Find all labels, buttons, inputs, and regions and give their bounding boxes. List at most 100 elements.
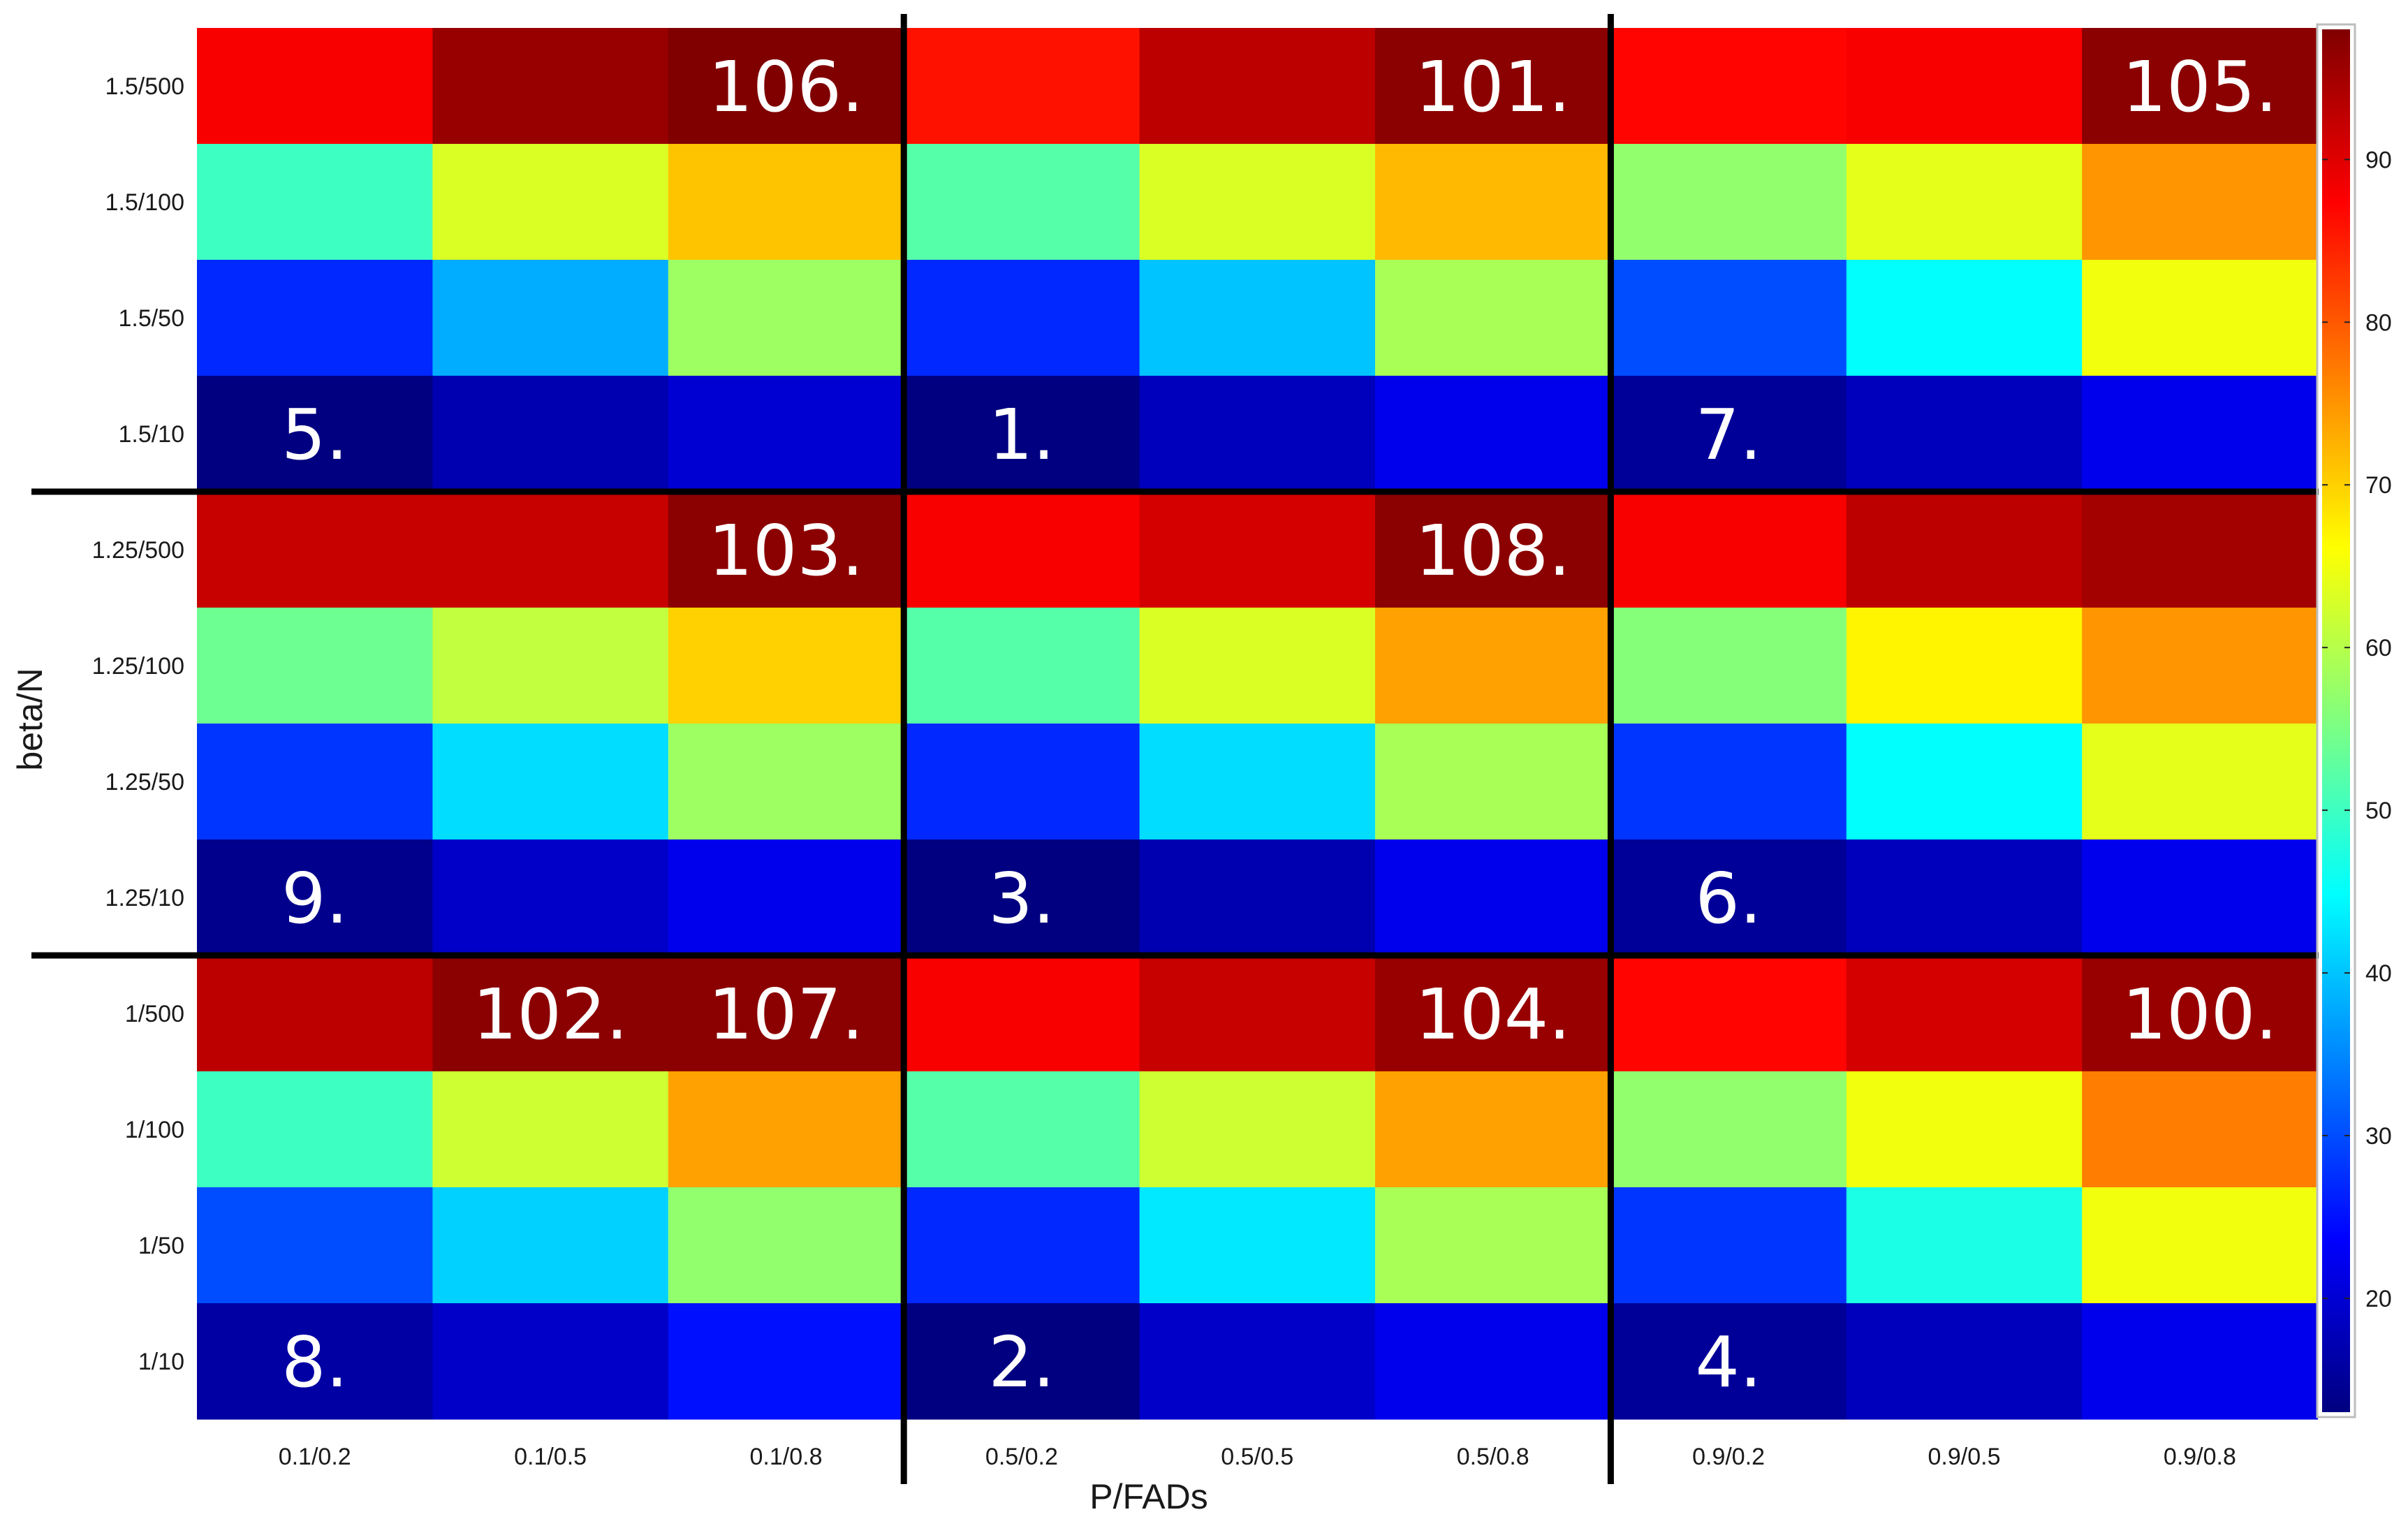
heatmap-cell <box>2082 724 2319 840</box>
heatmap-cell <box>432 608 669 724</box>
heatmap-cell <box>668 955 904 1072</box>
heatmap-cell <box>2082 1303 2319 1420</box>
rank-annotation: 102. <box>473 974 629 1055</box>
heatmap-cell <box>1139 1187 1376 1304</box>
heatmap-cell <box>1610 492 1847 608</box>
x-tick-label: 0.9/0.5 <box>1928 1444 2001 1470</box>
heatmap-cell <box>432 839 669 956</box>
heatmap-cell <box>668 1071 904 1188</box>
heatmap-cell <box>1375 724 1611 840</box>
heatmap-cell <box>432 724 669 840</box>
heatmap-cell <box>1846 376 2083 492</box>
heatmap-cell <box>1610 144 1847 261</box>
heatmap-cell <box>432 1187 669 1304</box>
y-tick-label: 1.25/50 <box>105 769 184 795</box>
x-axis-label: P/FADs <box>1089 1477 1207 1516</box>
heatmap-cell <box>668 28 904 145</box>
heatmap-cell <box>1139 724 1376 840</box>
rank-annotation: 7. <box>1695 394 1761 476</box>
heatmap-cell <box>1375 1071 1611 1188</box>
heatmap-cell <box>1610 955 1847 1072</box>
colorbar-tick-label: 80 <box>2365 309 2392 336</box>
heatmap-cell <box>1375 839 1611 956</box>
y-tick-label: 1.5/10 <box>118 421 184 448</box>
heatmap-cell <box>2082 955 2319 1072</box>
heatmap-cell <box>1610 28 1847 145</box>
heatmap-cell <box>1846 839 2083 956</box>
heatmap-cell <box>668 608 904 724</box>
heatmap-cell <box>1610 839 1847 956</box>
heatmap-cell <box>1846 260 2083 376</box>
x-tick-label: 0.5/0.8 <box>1457 1444 1529 1470</box>
heatmap-cell <box>904 144 1140 261</box>
heatmap-cell <box>1139 492 1376 608</box>
rank-annotation: 100. <box>2122 974 2278 1055</box>
heatmap-cell <box>668 376 904 492</box>
rank-annotation: 2. <box>988 1321 1055 1403</box>
y-tick-label: 1.5/50 <box>118 305 184 332</box>
colorbar-tick-label: 60 <box>2365 635 2392 661</box>
colorbar-frame <box>2316 23 2356 1418</box>
heatmap-cell <box>904 260 1140 376</box>
heatmap-cell <box>1846 955 2083 1072</box>
heatmap-cell <box>2082 28 2319 145</box>
heatmap-cell <box>1139 608 1376 724</box>
y-tick-label: 1.25/10 <box>105 885 184 911</box>
rank-annotation: 6. <box>1695 858 1761 939</box>
heatmap-cell <box>1610 1187 1847 1304</box>
heatmap-cell <box>2082 260 2319 376</box>
heatmap-cell <box>432 492 669 608</box>
colorbar-tick-label: 90 <box>2365 147 2392 173</box>
heatmap-cell <box>1375 144 1611 261</box>
heatmap-cell <box>197 1303 433 1420</box>
heatmap-cell <box>197 376 433 492</box>
heatmap-cell <box>432 1071 669 1188</box>
heatmap-cell <box>197 724 433 840</box>
heatmap-cell <box>904 1187 1140 1304</box>
heatmap-cell <box>904 1303 1140 1420</box>
y-tick-label: 1/10 <box>138 1349 184 1375</box>
heatmap-cell <box>432 955 669 1072</box>
heatmap-cell <box>1375 955 1611 1072</box>
heatmap-cell <box>668 260 904 376</box>
heatmap-cell <box>1139 1071 1376 1188</box>
rank-annotation: 106. <box>708 46 864 128</box>
heatmap-cell <box>668 1303 904 1420</box>
heatmap-cell <box>1139 955 1376 1072</box>
heatmap-cell <box>1610 1303 1847 1420</box>
x-tick-label: 0.9/0.2 <box>1692 1444 1765 1470</box>
heatmap-cell <box>1846 492 2083 608</box>
heatmap-cell <box>668 724 904 840</box>
heatmap-cell <box>2082 1071 2319 1188</box>
rank-annotation: 8. <box>281 1321 348 1403</box>
heatmap-cell <box>432 376 669 492</box>
colorbar-gradient <box>2322 29 2350 1412</box>
y-axis-label: beta/N <box>10 668 50 770</box>
y-tick-labels: 1.5/500 1.5/100 1.5/50 1.5/10 1.25/500 1.25/1… <box>92 73 184 1375</box>
heatmap-cell <box>668 839 904 956</box>
heatmap-cell <box>1846 1187 2083 1304</box>
rank-annotation: 9. <box>281 858 348 939</box>
heatmap-cell <box>2082 492 2319 608</box>
x-tick-label: 0.5/0.2 <box>985 1444 1058 1470</box>
colorbar: 20 30 40 50 60 70 80 90 <box>2316 23 2392 1418</box>
group-dividers <box>31 14 2319 1484</box>
y-tick-label: 1/100 <box>125 1117 184 1143</box>
x-tick-label: 0.1/0.8 <box>750 1444 823 1470</box>
heatmap-cell <box>197 144 433 261</box>
heatmap-cells <box>197 28 2319 1420</box>
heatmap-cell <box>2082 144 2319 261</box>
heatmap-cell <box>432 1303 669 1420</box>
heatmap-cell <box>904 492 1140 608</box>
heatmap-cell <box>197 608 433 724</box>
heatmap-cell <box>1139 839 1376 956</box>
y-tick-label: 1.25/500 <box>92 537 184 564</box>
colorbar-tick-label: 70 <box>2365 472 2392 499</box>
heatmap-cell <box>197 1071 433 1188</box>
heatmap-cell <box>2082 608 2319 724</box>
x-tick-labels: 0.1/0.2 0.1/0.5 0.1/0.8 0.5/0.2 0.5/0.5 0.5/0… <box>279 1444 2236 1470</box>
y-tick-label: 1.25/100 <box>92 653 184 680</box>
heatmap-cell <box>904 955 1140 1072</box>
heatmap-cell <box>904 376 1140 492</box>
heatmap-cell <box>1846 144 2083 261</box>
